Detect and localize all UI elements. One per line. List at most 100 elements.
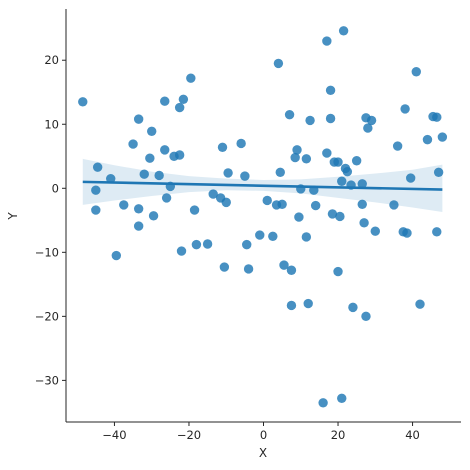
x-tick-label: 40 <box>405 428 420 442</box>
data-point <box>415 299 425 309</box>
data-point <box>242 239 252 250</box>
data-point <box>333 157 343 167</box>
data-point <box>91 185 101 195</box>
data-point <box>402 228 412 238</box>
data-points-layer <box>78 26 448 408</box>
data-point <box>92 162 103 172</box>
y-tick-label: 0 <box>52 181 59 195</box>
data-point <box>337 393 347 404</box>
y-tick-label: 20 <box>44 53 59 67</box>
data-point <box>432 227 442 237</box>
data-point <box>294 212 304 222</box>
data-point <box>174 150 185 160</box>
data-point <box>309 185 319 195</box>
data-point <box>133 204 144 214</box>
data-point <box>361 311 371 322</box>
data-point <box>322 36 332 46</box>
regression-line-layer <box>82 180 443 191</box>
data-point <box>348 302 358 313</box>
data-point <box>322 148 332 158</box>
data-point <box>189 205 200 215</box>
data-point <box>221 197 231 208</box>
y-axis-label: Y <box>6 212 20 221</box>
data-point <box>223 168 233 178</box>
data-point <box>128 139 138 149</box>
data-point <box>351 156 362 166</box>
data-point <box>176 246 187 256</box>
y-tick-label: 10 <box>44 117 59 131</box>
data-point <box>160 96 170 106</box>
data-point <box>432 112 442 122</box>
data-point <box>208 189 218 199</box>
data-point <box>301 154 312 164</box>
x-tick-label: −20 <box>177 428 201 442</box>
data-point <box>389 200 399 210</box>
data-point <box>359 218 369 228</box>
data-point <box>346 180 356 190</box>
data-point <box>255 230 265 240</box>
data-point <box>133 114 144 124</box>
data-point <box>139 169 149 179</box>
data-point <box>437 132 448 142</box>
data-point <box>161 193 172 203</box>
data-point <box>111 250 122 261</box>
data-point <box>325 85 336 96</box>
data-point <box>268 231 278 242</box>
data-point <box>262 195 272 206</box>
data-point <box>405 173 416 183</box>
data-point <box>217 142 228 153</box>
data-point <box>154 170 164 181</box>
data-point <box>335 211 345 222</box>
data-point <box>275 167 285 177</box>
y-tick-label: −20 <box>35 309 59 323</box>
data-point <box>318 398 328 408</box>
data-point <box>178 94 189 104</box>
data-point <box>279 260 289 270</box>
data-point <box>273 58 284 69</box>
data-point <box>78 97 88 107</box>
data-point <box>174 102 185 113</box>
data-point <box>286 300 297 311</box>
y-tick-label: −30 <box>35 373 59 387</box>
data-point <box>240 171 250 181</box>
data-point <box>363 123 373 133</box>
data-point <box>219 262 230 272</box>
data-point <box>106 173 116 184</box>
data-point <box>366 115 377 126</box>
regression-line <box>82 180 443 191</box>
data-point <box>305 115 315 126</box>
data-point <box>236 138 246 149</box>
data-point <box>133 221 144 231</box>
data-point <box>277 199 287 209</box>
data-point <box>119 200 129 210</box>
data-point <box>243 264 254 274</box>
data-point <box>186 73 196 83</box>
y-tick-label: −10 <box>35 245 59 259</box>
data-point <box>333 266 343 277</box>
data-point <box>296 184 306 194</box>
x-axis-label: X <box>259 446 267 460</box>
x-tick-label: 20 <box>331 428 346 442</box>
data-point <box>202 239 213 249</box>
data-point <box>392 141 403 151</box>
data-point <box>160 145 170 155</box>
data-point <box>284 109 295 120</box>
data-point <box>370 226 380 236</box>
data-point <box>91 205 101 215</box>
y-ticks: −30 −20 −10 0 10 20 <box>35 53 66 387</box>
data-point <box>191 239 202 250</box>
data-point <box>145 153 155 163</box>
data-point <box>148 211 159 221</box>
x-tick-label: −40 <box>102 428 126 442</box>
data-point <box>433 167 444 177</box>
data-point <box>310 200 321 211</box>
x-ticks: −40 −20 0 20 40 <box>102 422 420 442</box>
data-point <box>411 67 421 77</box>
data-point <box>357 179 367 189</box>
x-tick-label: 0 <box>260 428 267 442</box>
data-point <box>292 145 302 155</box>
data-point <box>303 298 313 309</box>
data-point <box>400 104 410 114</box>
data-point <box>286 265 297 275</box>
